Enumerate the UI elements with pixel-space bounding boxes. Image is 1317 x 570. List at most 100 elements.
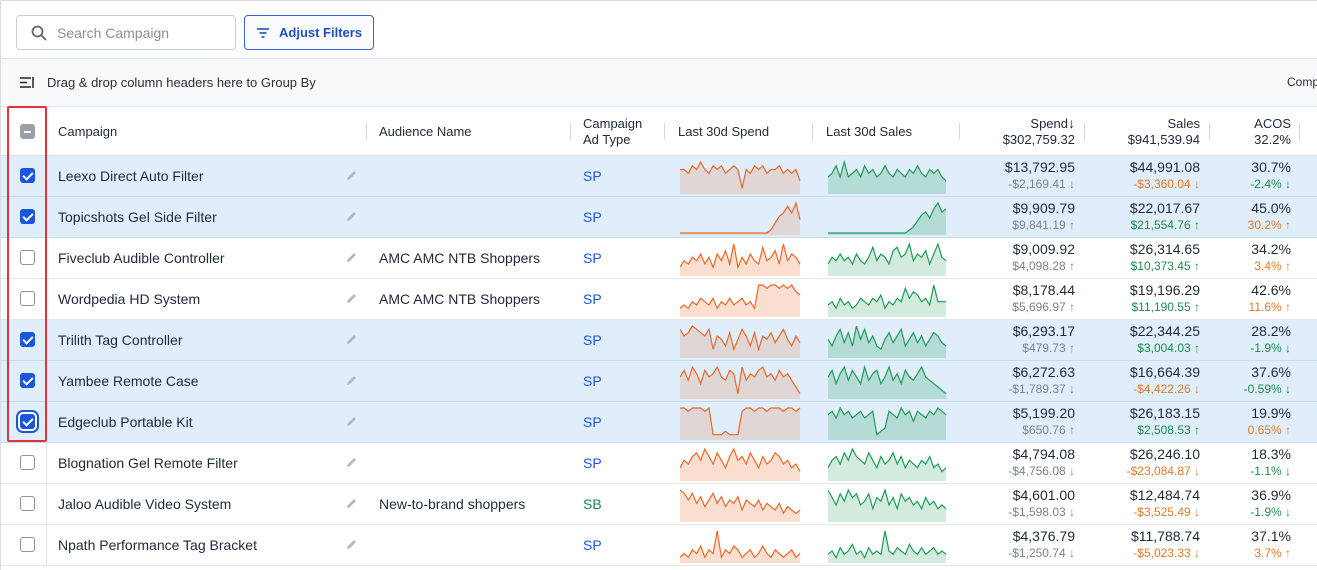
edit-pencil-icon[interactable] [345,251,358,264]
acos-delta: 11.6% ↑ [1248,300,1291,314]
col-header-sales[interactable]: Sales $941,539.94 [1101,107,1200,156]
campaign-name[interactable]: Fiveclub Audible Controller [58,250,225,266]
campaign-name[interactable]: Wordpedia HD System [58,291,201,307]
col-header-acos[interactable]: ACOS 32.2% [1226,107,1291,156]
table-row[interactable]: Npath Performance Tag Bracket SP $4,376.… [1,525,1317,566]
compare-toggle-label[interactable]: Comp [1287,75,1317,89]
row-checkbox[interactable] [20,455,35,470]
sales-delta: -$4,422.26 ↓ [1133,382,1200,396]
table-row[interactable]: Edgeclub Portable Kit SP $5,199.20 $650.… [1,402,1317,443]
spend-delta: $650.76 ↑ [1022,423,1075,437]
sparkline-area [828,162,946,194]
spend-sparkline [680,406,801,440]
column-resize-handle[interactable] [1299,123,1300,140]
row-checkbox[interactable] [20,168,35,183]
row-checkbox[interactable] [20,250,35,265]
campaign-name[interactable]: Jaloo Audible Video System [58,496,232,512]
col-header-ad-type-line2: Ad Type [583,131,631,147]
sparkline-line [680,365,801,395]
spend-cell: $4,601.00 -$1,598.03 ↓ [976,487,1075,521]
sparkline-area [680,449,800,481]
sort-desc-icon: ↓ [1068,115,1075,131]
col-header-campaign[interactable]: Campaign [58,107,117,156]
table-row[interactable]: Leexo Direct Auto Filter SP $13,792.95 -… [1,156,1317,197]
adjust-filters-button[interactable]: Adjust Filters [244,15,374,50]
acos-value: 30.7% [1251,159,1291,175]
toolbar: Adjust Filters [1,1,1317,59]
edit-pencil-icon[interactable] [345,333,358,346]
sales-sparkline [828,447,947,481]
select-all-checkbox[interactable] [20,124,35,139]
search-icon [31,25,47,40]
row-checkbox[interactable] [20,414,35,429]
campaign-name[interactable]: Edgeclub Portable Kit [58,414,193,430]
col-header-sales-label: Sales [1167,115,1200,131]
column-resize-handle[interactable] [366,123,367,140]
spend-value: $13,792.95 [1004,159,1075,175]
sparkline-area [828,203,946,235]
adjust-filters-label: Adjust Filters [279,25,363,40]
row-checkbox[interactable] [20,373,35,388]
campaign-name[interactable]: Yambee Remote Case [58,373,199,389]
col-header-last30-spend[interactable]: Last 30d Spend [678,107,769,156]
sparkline-area [828,367,946,399]
table-row[interactable]: Trilith Tag Controller SP $6,293.17 $479… [1,320,1317,361]
col-header-last30-sales[interactable]: Last 30d Sales [826,107,912,156]
sales-value: $26,246.10 [1129,446,1200,462]
ad-type-badge: SP [583,332,602,348]
table-row[interactable]: Jaloo Audible Video System New-to-brand … [1,484,1317,525]
acos-cell: 45.0% 30.2% ↑ [1226,200,1291,234]
acos-cell: 36.9% -1.9% ↓ [1226,487,1291,521]
sales-sparkline [828,284,946,317]
edit-pencil-icon[interactable] [345,456,358,469]
table-row[interactable]: Blognation Gel Remote Filter SP $4,794.0… [1,443,1317,484]
table-row[interactable]: Yambee Remote Case SP $6,272.63 -$1,789.… [1,361,1317,402]
col-header-spend-label: Spend [1030,116,1068,131]
row-checkbox[interactable] [20,291,35,306]
row-checkbox[interactable] [20,537,35,552]
edit-pencil-icon[interactable] [345,210,358,223]
col-header-audience[interactable]: Audience Name [379,107,472,156]
campaign-name[interactable]: Leexo Direct Auto Filter [58,168,204,184]
column-resize-handle[interactable] [812,123,813,140]
edit-pencil-icon[interactable] [345,538,358,551]
spend-delta: -$1,598.03 ↓ [1008,505,1075,519]
col-header-ad-type[interactable]: Campaign Ad Type [583,107,642,156]
edit-pencil-icon[interactable] [345,292,358,305]
column-resize-handle[interactable] [570,123,571,140]
column-resize-handle[interactable] [1084,123,1085,140]
column-resize-handle[interactable] [1209,123,1210,140]
search-input[interactable] [57,24,217,41]
edit-pencil-icon[interactable] [345,169,358,182]
spend-sparkline [680,284,801,317]
table-row[interactable]: Wordpedia HD System AMC AMC NTB Shoppers… [1,279,1317,320]
edit-pencil-icon[interactable] [345,497,358,510]
column-resize-handle[interactable] [664,123,665,140]
campaign-name[interactable]: Trilith Tag Controller [58,332,183,348]
row-checkbox[interactable] [20,332,35,347]
campaign-name[interactable]: Topicshots Gel Side Filter [58,209,217,225]
ad-type-badge: SP [583,373,602,389]
spend-value: $4,601.00 [1012,487,1075,503]
spend-sparkline [680,325,801,358]
campaign-name[interactable]: Npath Performance Tag Bracket [58,537,257,553]
sales-value: $22,017.67 [1129,200,1200,216]
column-resize-handle[interactable] [959,123,960,140]
search-box[interactable] [16,15,236,50]
edit-pencil-icon[interactable] [345,415,358,428]
col-header-spend[interactable]: Spend↓ $302,759.32 [976,107,1075,156]
row-checkbox[interactable] [20,496,35,511]
sales-sparkline [828,325,947,358]
acos-value: 45.0% [1251,200,1291,216]
sparkline-area [680,203,800,235]
table-row[interactable]: Topicshots Gel Side Filter SP $9,909.79 … [1,197,1317,238]
sales-value: $11,788.74 [1130,528,1200,544]
table-row[interactable]: Fiveclub Audible Controller AMC AMC NTB … [1,238,1317,279]
sales-value: $44,991.08 [1129,159,1200,175]
column-divider [46,484,47,524]
edit-pencil-icon[interactable] [345,374,358,387]
group-by-bar[interactable]: Drag & drop column headers here to Group… [1,59,1317,107]
spend-cell: $5,199.20 $650.76 ↑ [976,405,1075,439]
row-checkbox[interactable] [20,209,35,224]
campaign-name[interactable]: Blognation Gel Remote Filter [58,455,238,471]
